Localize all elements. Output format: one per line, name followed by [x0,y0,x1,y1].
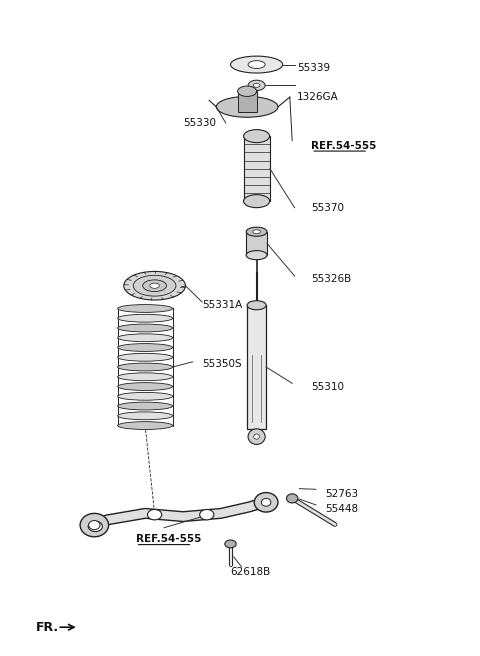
Ellipse shape [261,499,271,506]
Bar [243,136,270,201]
Ellipse shape [253,83,260,87]
Ellipse shape [243,130,270,142]
Ellipse shape [230,56,283,73]
Ellipse shape [118,304,173,312]
Ellipse shape [118,334,173,342]
Ellipse shape [147,510,162,520]
Ellipse shape [133,276,176,296]
Ellipse shape [118,402,173,410]
Ellipse shape [89,520,100,529]
Ellipse shape [247,300,266,310]
Bar [246,232,267,255]
Ellipse shape [287,494,298,503]
Ellipse shape [216,96,278,117]
Text: 55326B: 55326B [311,274,351,284]
Ellipse shape [118,363,173,371]
Ellipse shape [118,344,173,352]
Ellipse shape [254,434,260,440]
Ellipse shape [118,382,173,390]
Ellipse shape [248,429,265,444]
Text: 55370: 55370 [311,203,344,213]
Text: REF.54-555: REF.54-555 [136,535,201,544]
Ellipse shape [118,373,173,380]
Ellipse shape [143,280,167,291]
Text: 62618B: 62618B [230,567,271,577]
Bar [247,305,266,429]
Text: REF.54-555: REF.54-555 [311,141,376,151]
Ellipse shape [254,493,278,512]
Ellipse shape [248,60,265,68]
Text: 55350S: 55350S [202,359,241,369]
Text: 55310: 55310 [311,382,344,392]
Text: 1326GA: 1326GA [297,92,339,102]
Text: 55331A: 55331A [202,300,242,310]
Text: 55339: 55339 [297,63,330,73]
Ellipse shape [118,412,173,420]
Ellipse shape [124,272,185,300]
Text: 55330: 55330 [183,118,216,128]
Ellipse shape [246,251,267,260]
Ellipse shape [88,521,102,531]
Ellipse shape [80,514,108,537]
Ellipse shape [118,354,173,361]
Ellipse shape [150,283,159,289]
Ellipse shape [248,80,265,91]
Ellipse shape [118,324,173,332]
Ellipse shape [118,392,173,400]
Text: FR.: FR. [36,621,59,634]
Bar [238,91,257,112]
Ellipse shape [238,86,257,96]
Ellipse shape [225,540,236,548]
Text: 52763: 52763 [325,489,359,499]
Text: 55448: 55448 [325,504,359,514]
Ellipse shape [118,422,173,430]
Ellipse shape [118,314,173,322]
Ellipse shape [253,230,261,234]
Ellipse shape [200,510,214,520]
Ellipse shape [243,195,270,208]
Ellipse shape [246,227,267,236]
